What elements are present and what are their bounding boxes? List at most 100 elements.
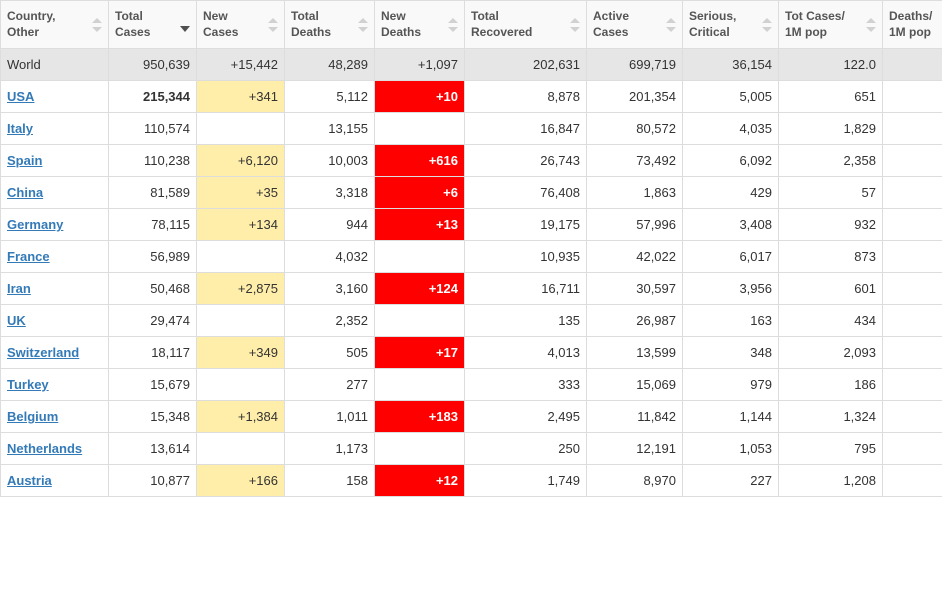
new-cases-cell: +35	[197, 177, 285, 209]
sort-icon[interactable]	[666, 18, 678, 32]
active-cases-cell: 26,987	[587, 305, 683, 337]
new-deaths-cell: +10	[375, 81, 465, 113]
total-cases-cell: 18,117	[109, 337, 197, 369]
sort-icon[interactable]	[448, 18, 460, 32]
country-link[interactable]: China	[7, 185, 43, 200]
table-row: Germany78,115+134944+1319,17557,9963,408…	[1, 209, 942, 241]
serious-critical-cell: 163	[683, 305, 779, 337]
cases-per-1m-cell: 1,208	[779, 465, 883, 497]
column-header[interactable]: Tot Cases/1M pop	[779, 1, 883, 49]
value-cell: 36,154	[683, 49, 779, 81]
new-deaths-cell: +124	[375, 273, 465, 305]
active-cases-cell: 15,069	[587, 369, 683, 401]
sort-icon[interactable]	[268, 18, 280, 32]
total-cases-cell: 10,877	[109, 465, 197, 497]
total-recovered-cell: 333	[465, 369, 587, 401]
sort-icon[interactable]	[358, 18, 370, 32]
cases-per-1m-cell: 932	[779, 209, 883, 241]
active-cases-cell: 11,842	[587, 401, 683, 433]
country-link[interactable]: France	[7, 249, 50, 264]
total-deaths-cell: 944	[285, 209, 375, 241]
country-link[interactable]: USA	[7, 89, 34, 104]
total-deaths-cell: 4,032	[285, 241, 375, 273]
country-link[interactable]: Spain	[7, 153, 42, 168]
total-deaths-cell: 3,318	[285, 177, 375, 209]
total-deaths-cell: 3,160	[285, 273, 375, 305]
new-deaths-cell: +183	[375, 401, 465, 433]
country-cell: World	[1, 49, 109, 81]
total-cases-cell: 15,348	[109, 401, 197, 433]
table-row: Netherlands13,6141,17325012,1911,0537956…	[1, 433, 942, 465]
deaths-per-1m-cell: 87	[883, 401, 942, 433]
sort-icon[interactable]	[570, 18, 582, 32]
serious-critical-cell: 4,035	[683, 113, 779, 145]
header-label-line2: Cases	[115, 25, 150, 39]
header-label-line2: Deaths	[291, 25, 331, 39]
column-header[interactable]: TotalRecovered	[465, 1, 587, 49]
new-cases-cell	[197, 113, 285, 145]
header-label-line2: Deaths	[381, 25, 421, 39]
country-link[interactable]: UK	[7, 313, 26, 328]
total-recovered-cell: 76,408	[465, 177, 587, 209]
sort-icon[interactable]	[92, 18, 104, 32]
header-label-line1: New	[381, 9, 406, 23]
deaths-per-1m-cell: 58	[883, 337, 942, 369]
deaths-per-1m-cell: 2	[883, 177, 942, 209]
column-header[interactable]: NewCases	[197, 1, 285, 49]
cases-per-1m-cell: 186	[779, 369, 883, 401]
column-header[interactable]: New Deaths	[375, 1, 465, 49]
serious-critical-cell: 227	[683, 465, 779, 497]
country-link[interactable]: Iran	[7, 281, 31, 296]
serious-critical-cell: 1,144	[683, 401, 779, 433]
value-cell: +1,097	[375, 49, 465, 81]
sort-icon[interactable]	[866, 18, 878, 32]
total-deaths-cell: 10,003	[285, 145, 375, 177]
total-cases-cell: 50,468	[109, 273, 197, 305]
value-cell: +15,442	[197, 49, 285, 81]
total-deaths-cell: 277	[285, 369, 375, 401]
column-header[interactable]: ActiveCases	[587, 1, 683, 49]
country-cell: Switzerland	[1, 337, 109, 369]
new-deaths-cell: +17	[375, 337, 465, 369]
country-link[interactable]: Germany	[7, 217, 63, 232]
country-cell: Italy	[1, 113, 109, 145]
header-label-line1: Total	[115, 9, 143, 23]
country-link[interactable]: Switzerland	[7, 345, 79, 360]
deaths-per-1m-cell: 18	[883, 465, 942, 497]
country-link[interactable]: Netherlands	[7, 441, 82, 456]
total-cases-cell: 29,474	[109, 305, 197, 337]
country-cell: France	[1, 241, 109, 273]
header-label-line2: 1M pop	[889, 25, 931, 39]
country-link[interactable]: Turkey	[7, 377, 49, 392]
header-label-line1: Serious,	[689, 9, 736, 23]
cases-per-1m-cell: 57	[779, 177, 883, 209]
total-deaths-cell: 13,155	[285, 113, 375, 145]
sort-icon[interactable]	[180, 18, 192, 32]
table-row: Iran50,468+2,8753,160+12416,71130,5973,9…	[1, 273, 942, 305]
serious-critical-cell: 429	[683, 177, 779, 209]
table-row: UK29,4742,35213526,98716343435	[1, 305, 942, 337]
column-header[interactable]: Deaths/1M pop	[883, 1, 942, 49]
country-cell: Spain	[1, 145, 109, 177]
world-summary-row: World950,639+15,44248,289+1,097202,63169…	[1, 49, 942, 81]
cases-per-1m-cell: 651	[779, 81, 883, 113]
country-link[interactable]: Italy	[7, 121, 33, 136]
value-cell: 122.0	[779, 49, 883, 81]
country-cell: UK	[1, 305, 109, 337]
sort-icon[interactable]	[762, 18, 774, 32]
covid-stats-table: Country,Other Total Cases NewCasesTotalDeat…	[0, 0, 942, 497]
table-row: Turkey15,67927733315,0699791863	[1, 369, 942, 401]
header-label-line2: Other	[7, 25, 39, 39]
serious-critical-cell: 5,005	[683, 81, 779, 113]
column-header[interactable]: Country,Other	[1, 1, 109, 49]
column-header[interactable]: Total Cases	[109, 1, 197, 49]
column-header[interactable]: Serious,Critical	[683, 1, 779, 49]
country-link[interactable]: Belgium	[7, 409, 58, 424]
total-recovered-cell: 19,175	[465, 209, 587, 241]
country-link[interactable]: Austria	[7, 473, 52, 488]
new-cases-cell: +2,875	[197, 273, 285, 305]
active-cases-cell: 57,996	[587, 209, 683, 241]
active-cases-cell: 8,970	[587, 465, 683, 497]
column-header[interactable]: TotalDeaths	[285, 1, 375, 49]
new-cases-cell: +6,120	[197, 145, 285, 177]
